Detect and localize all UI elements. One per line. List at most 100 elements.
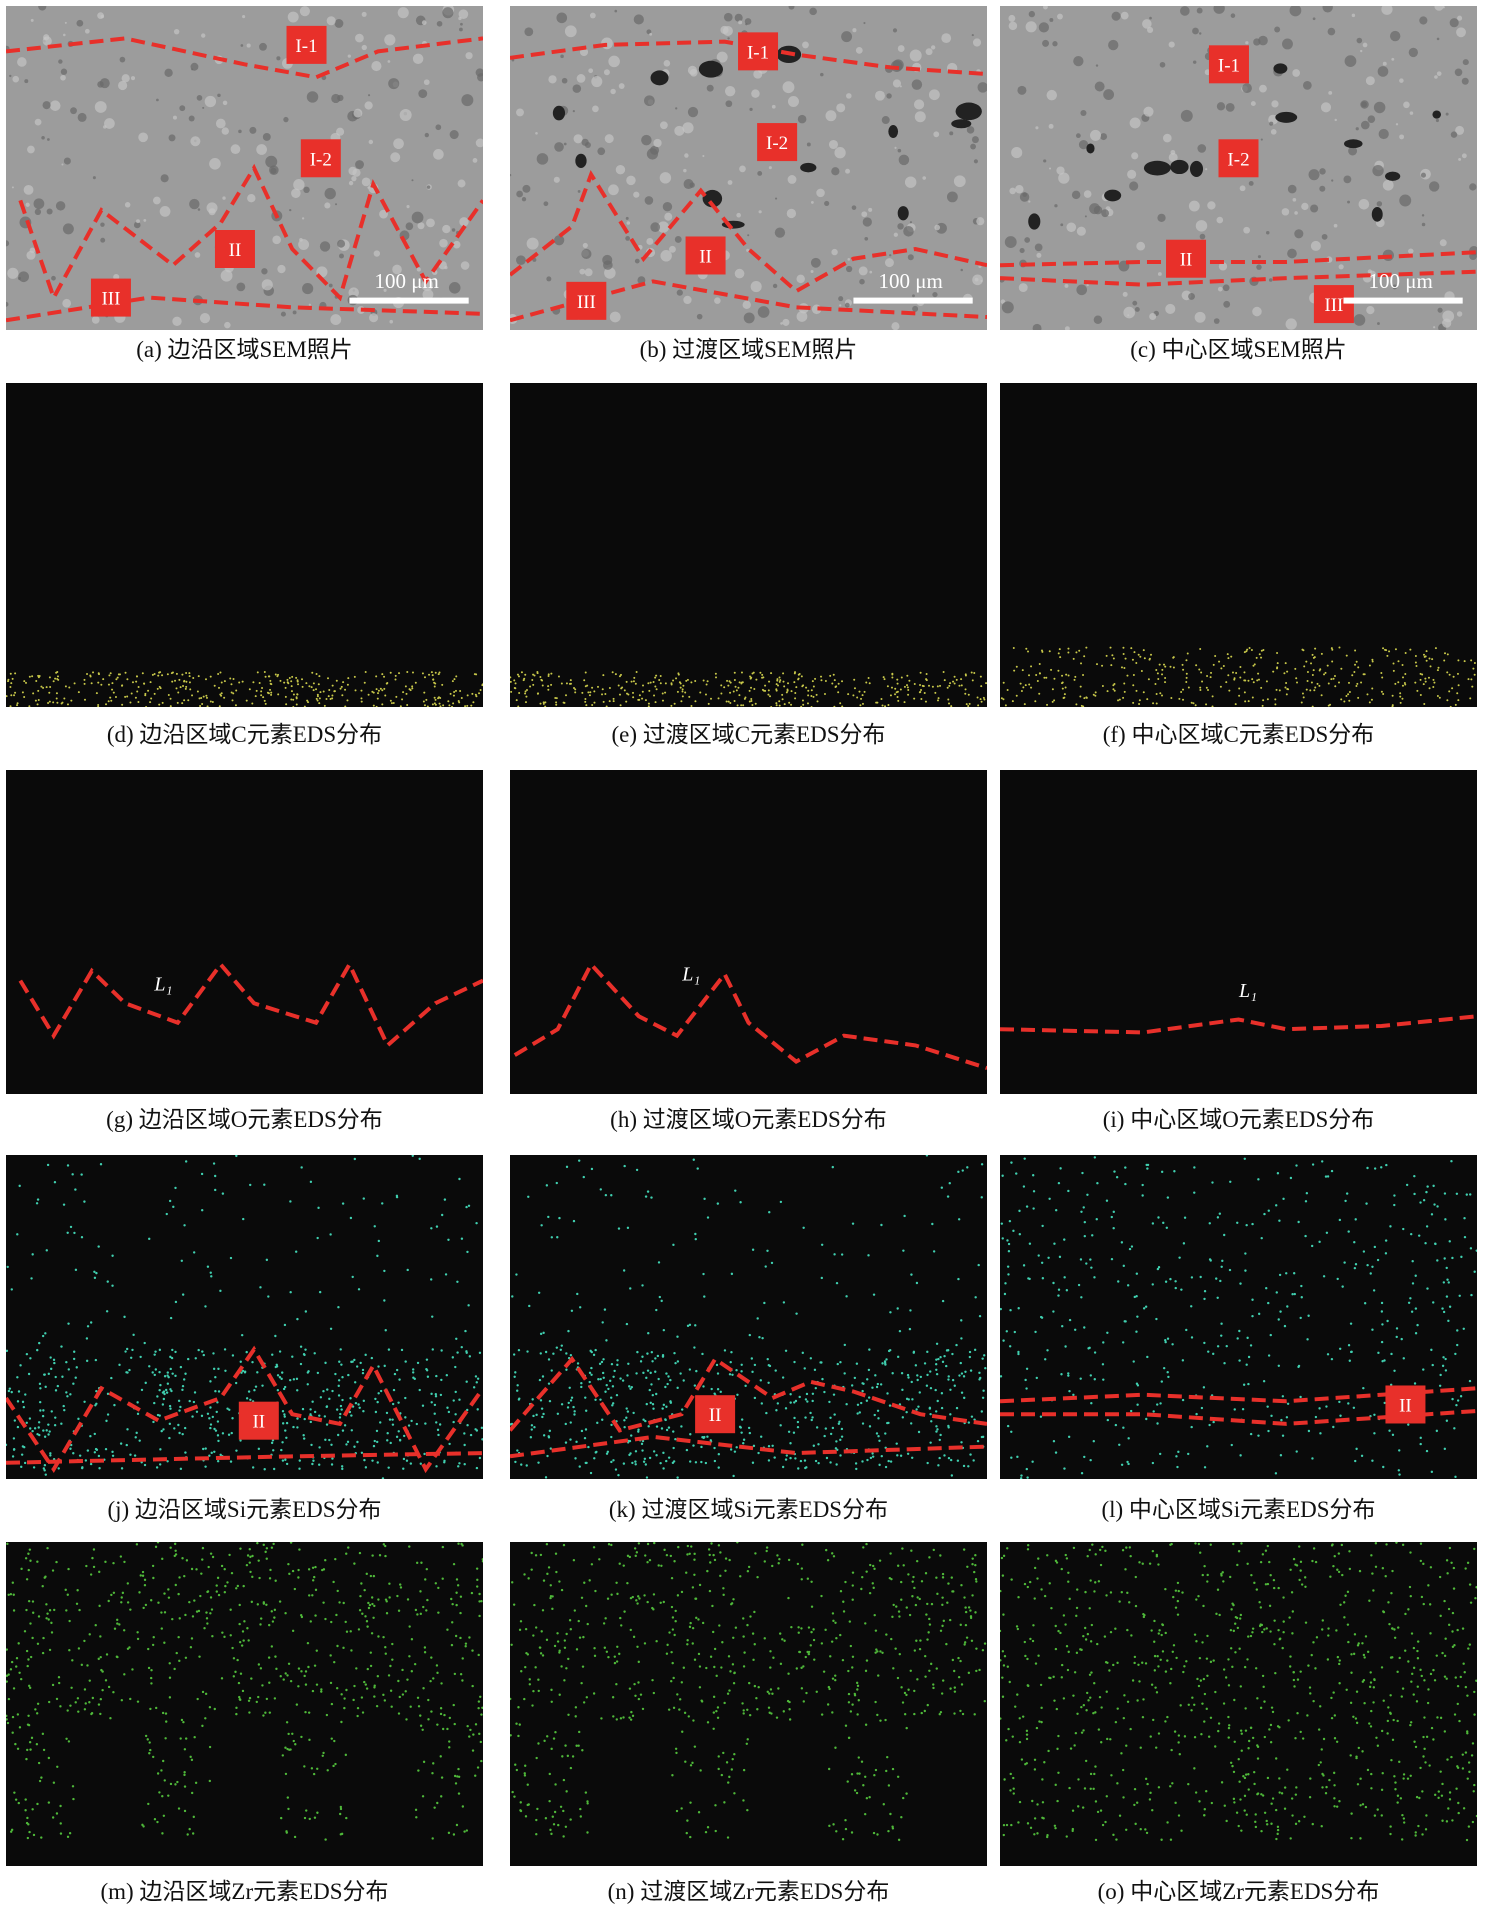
eds-dot <box>799 1459 803 1463</box>
eds-dot <box>378 1554 382 1557</box>
eds-dot <box>1275 688 1278 691</box>
eds-dot <box>821 1377 824 1381</box>
eds-dot <box>788 1700 791 1704</box>
eds-dot <box>740 1431 743 1434</box>
sem-texture <box>206 202 218 214</box>
sem-texture <box>152 196 161 205</box>
eds-dot <box>464 705 467 707</box>
sem-texture <box>298 239 310 251</box>
eds-dot <box>530 1551 533 1555</box>
eds-dot <box>1243 651 1246 654</box>
eds-dot <box>717 697 720 700</box>
eds-dot <box>28 1686 32 1690</box>
sem-texture <box>1136 241 1146 251</box>
eds-dot <box>135 1543 139 1546</box>
eds-dot <box>65 1360 68 1364</box>
eds-dot <box>1362 1250 1366 1253</box>
eds-dot <box>31 1429 34 1433</box>
eds-dot <box>729 1448 733 1451</box>
eds-dot <box>301 678 304 681</box>
sem-texture <box>11 186 14 189</box>
eds-dot <box>36 1802 39 1806</box>
eds-dot <box>827 1685 831 1689</box>
eds-dot <box>20 1567 23 1571</box>
eds-dot <box>409 689 412 692</box>
eds-dot <box>440 1349 443 1352</box>
eds-dot <box>374 1410 378 1414</box>
eds-dot <box>1067 1189 1070 1193</box>
eds-dot <box>81 1466 84 1469</box>
eds-dot <box>53 1361 56 1365</box>
eds-dot <box>184 1656 188 1660</box>
eds-dot <box>201 703 204 706</box>
eds-dot <box>471 1684 474 1688</box>
eds-dot <box>768 680 771 683</box>
eds-dot <box>248 1696 252 1700</box>
eds-dot <box>176 701 179 704</box>
sem-texture <box>604 134 614 144</box>
eds-dot <box>163 1592 166 1595</box>
eds-dot <box>49 1356 52 1359</box>
eds-dot <box>969 1453 972 1456</box>
sem-texture <box>1194 311 1206 323</box>
sem-texture <box>224 321 231 329</box>
sem-texture <box>1434 75 1438 79</box>
eds-dot <box>907 689 910 692</box>
eds-dot <box>1000 1222 1004 1225</box>
eds-dot <box>806 1400 809 1403</box>
eds-dot <box>612 700 615 703</box>
eds-dot <box>1355 685 1358 688</box>
eds-dot <box>676 1335 679 1338</box>
eds-dot <box>282 1387 286 1391</box>
eds-dot <box>158 1414 161 1417</box>
eds-dot <box>1334 685 1337 688</box>
sem-texture <box>674 125 685 136</box>
eds-dot <box>377 689 380 692</box>
eds-dot <box>402 1457 406 1461</box>
sem-texture <box>426 218 435 228</box>
eds-dot <box>180 1718 184 1722</box>
eds-dot <box>926 1350 929 1354</box>
eds-dot <box>945 1642 948 1646</box>
eds-dot <box>235 1449 238 1452</box>
eds-dot <box>913 1649 917 1652</box>
eds-dot <box>258 1576 261 1580</box>
eds-dot <box>867 1396 871 1399</box>
eds-dot <box>1106 1418 1110 1422</box>
eds-dot <box>635 1551 639 1554</box>
sem-texture <box>524 27 534 37</box>
eds-dot <box>316 693 319 696</box>
eds-dot <box>35 679 38 682</box>
eds-dot <box>670 1605 674 1609</box>
pore <box>800 162 817 173</box>
eds-dot <box>455 675 458 678</box>
eds-dot <box>16 1233 19 1236</box>
eds-dot <box>86 672 89 675</box>
region-label: I-2 <box>766 133 788 154</box>
eds-dot <box>782 672 785 675</box>
eds-dot <box>171 1348 174 1352</box>
sem-texture <box>825 110 837 122</box>
eds-dot <box>703 1197 706 1201</box>
eds-dot <box>339 1348 342 1351</box>
eds-dot <box>121 703 124 706</box>
eds-dot <box>439 1393 443 1397</box>
eds-background <box>510 1155 987 1479</box>
eds-dot <box>441 1577 444 1580</box>
eds-dot <box>829 1432 833 1436</box>
eds-dot <box>694 700 697 703</box>
eds-dot <box>147 689 150 692</box>
sem-texture <box>361 177 371 187</box>
sem-texture <box>159 206 171 217</box>
eds-dot <box>800 675 803 678</box>
eds-dot <box>287 1562 290 1566</box>
eds-dot <box>1206 1445 1209 1448</box>
eds-dot <box>911 1456 914 1460</box>
eds-dot <box>387 1348 391 1351</box>
eds-dot <box>1422 1199 1426 1202</box>
eds-dot <box>788 701 791 704</box>
eds-dot <box>1286 1305 1289 1308</box>
eds-dot <box>1032 1190 1036 1193</box>
eds-dot <box>415 1422 419 1426</box>
eds-dot <box>304 1710 307 1714</box>
